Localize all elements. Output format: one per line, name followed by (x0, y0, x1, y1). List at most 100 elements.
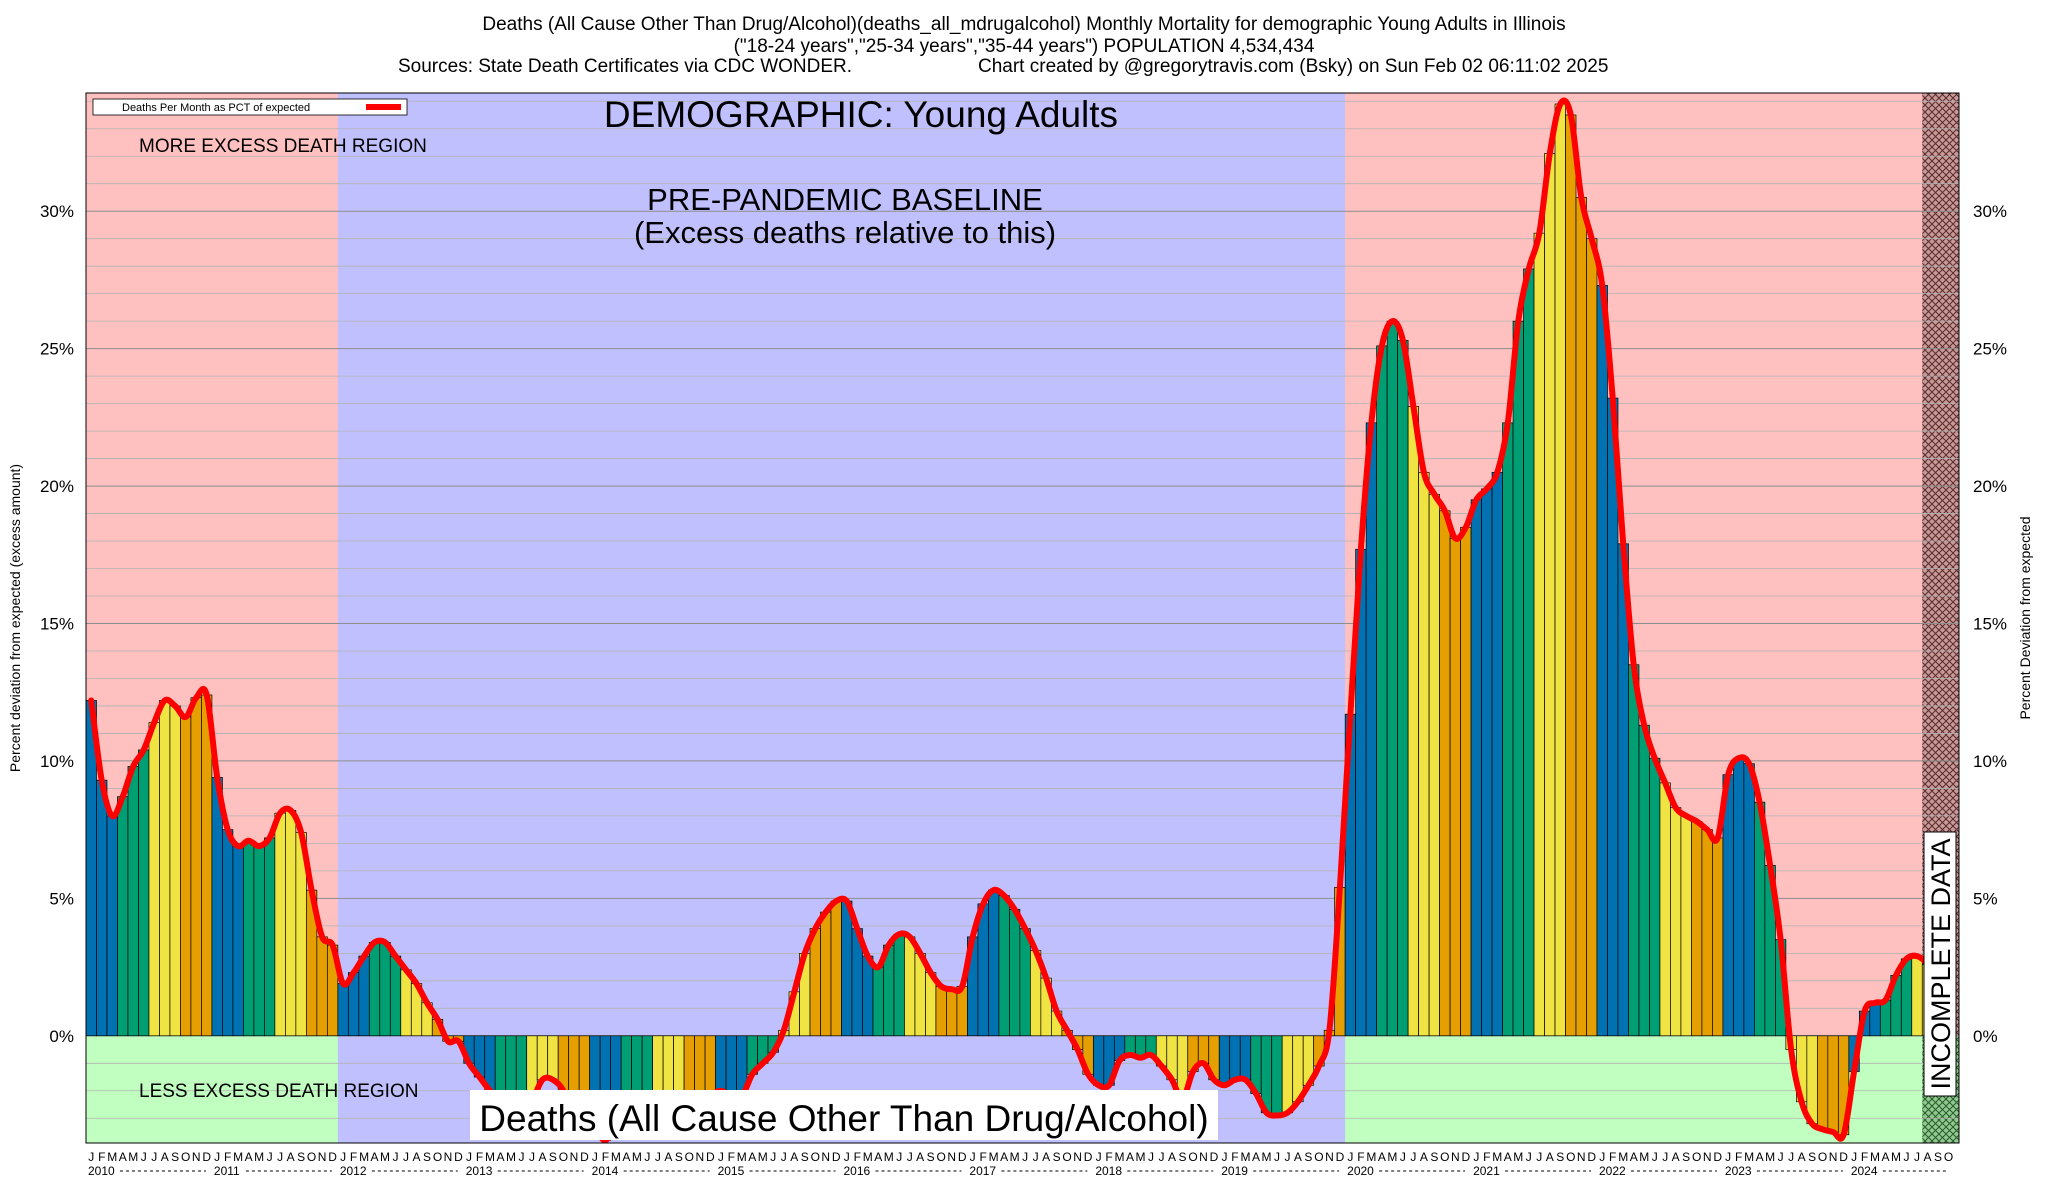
chart-bar (1554, 103, 1566, 1037)
x-tick-month: N (1073, 1150, 1082, 1164)
x-tick-month: A (496, 1150, 504, 1164)
chart-bar (1565, 114, 1577, 1037)
chart-bar (1439, 510, 1451, 1037)
x-tick-month: F (1483, 1150, 1490, 1164)
x-tick-month: F (1105, 1150, 1112, 1164)
x-tick-month: J (267, 1150, 273, 1164)
chart-bar (1712, 837, 1724, 1037)
x-tick-month: A (1756, 1150, 1764, 1164)
x-tick-month: D (1336, 1150, 1345, 1164)
big-label-box (470, 1090, 1218, 1140)
x-tick-month: J (1725, 1150, 1731, 1164)
x-tick-month: F (1861, 1150, 1868, 1164)
y-axis-title-right: Percent Deviation from expected (2017, 516, 2033, 719)
chart-bar (243, 840, 255, 1037)
x-tick-month: F (728, 1150, 735, 1164)
incomplete-label-box (1923, 831, 1957, 1097)
x-tick-month: A (790, 1150, 798, 1164)
chart-bar (368, 941, 381, 1037)
x-tick-month: A (1420, 1150, 1428, 1164)
x-tick-month: M (1492, 1150, 1502, 1164)
x-tick-month: D (580, 1150, 589, 1164)
x-tick-month: D (1210, 1150, 1219, 1164)
x-tick-month: A (874, 1150, 882, 1164)
x-tick-month: A (1294, 1150, 1302, 1164)
x-tick-month: J (1788, 1150, 1794, 1164)
x-tick-month: A (1000, 1150, 1008, 1164)
x-tick-month: O (433, 1150, 442, 1164)
chart-bar (1491, 471, 1503, 1037)
x-tick-month: S (1430, 1150, 1438, 1164)
x-tick-month: D (328, 1150, 337, 1164)
x-tick-month: J (393, 1150, 399, 1164)
x-tick-month: M (1618, 1150, 1628, 1164)
x-tick-month: O (1062, 1150, 1071, 1164)
x-tick-month: J (1347, 1150, 1353, 1164)
chart-bar (389, 955, 402, 1037)
chart-bar (820, 911, 832, 1037)
chart-bar (841, 900, 853, 1037)
chart-bar (274, 812, 286, 1037)
x-tick-month: S (927, 1150, 935, 1164)
chart-bar (1900, 958, 1913, 1037)
x-tick-month: M (128, 1150, 138, 1164)
x-tick-month: M (485, 1150, 495, 1164)
x-tick-month: N (1451, 1150, 1460, 1164)
x-tick-month: J (529, 1150, 535, 1164)
x-tick-month: O (181, 1150, 190, 1164)
x-tick-year: 2020 (1347, 1164, 1374, 1178)
x-tick-month: A (161, 1150, 169, 1164)
chart-bar (1911, 955, 1923, 1037)
x-tick-month: S (1682, 1150, 1690, 1164)
x-tick-month: J (781, 1150, 787, 1164)
x-tick-month: J (1284, 1150, 1290, 1164)
x-tick-year: 2017 (969, 1164, 996, 1178)
x-tick-month: J (907, 1150, 913, 1164)
chart-bar (169, 705, 181, 1037)
chart-bar (1806, 1035, 1818, 1125)
x-tick-month: M (1639, 1150, 1649, 1164)
x-tick-year: 2019 (1221, 1164, 1248, 1178)
chart-bar (1271, 1035, 1283, 1116)
chart-bar (1879, 999, 1892, 1037)
x-tick-month: S (801, 1150, 809, 1164)
chart-bar (1607, 397, 1619, 1037)
x-tick-month: N (1829, 1150, 1838, 1164)
x-tick-month: J (844, 1150, 850, 1164)
x-tick-month: M (1240, 1150, 1250, 1164)
chart-bar (1827, 1035, 1839, 1133)
chart-bar (1281, 1035, 1294, 1114)
x-tick-year: 2023 (1725, 1164, 1752, 1178)
x-tick-month: J (466, 1150, 472, 1164)
x-tick-month: F (1609, 1150, 1616, 1164)
chart-bar (862, 955, 874, 1037)
x-tick-month: O (1944, 1150, 1953, 1164)
y-tick-label-right: 15% (1973, 614, 2007, 633)
x-tick-month: M (1513, 1150, 1523, 1164)
chart-bar (138, 749, 150, 1037)
x-tick-month: A (1252, 1150, 1260, 1164)
x-tick-month: D (1713, 1150, 1722, 1164)
x-tick-month: M (1765, 1150, 1775, 1164)
x-tick-month: A (1924, 1150, 1932, 1164)
chart-bar (704, 1035, 716, 1097)
y-tick-label-right: 5% (1973, 889, 1998, 908)
series-line (88, 97, 1952, 1143)
x-tick-month: M (989, 1150, 999, 1164)
chart-bar (1397, 340, 1409, 1037)
x-tick-month: N (947, 1150, 956, 1164)
chart-bar (264, 837, 276, 1037)
chart-bar (211, 777, 223, 1037)
x-tick-month: F (854, 1150, 861, 1164)
chart-bar (1659, 782, 1671, 1037)
x-tick-month: A (1798, 1150, 1806, 1164)
x-tick-month: S (549, 1150, 557, 1164)
x-tick-month: S (1179, 1150, 1187, 1164)
x-tick-month: A (1882, 1150, 1890, 1164)
x-tick-month: J (1096, 1150, 1102, 1164)
more-excess-label: MORE EXCESS DEATH REGION (139, 136, 427, 157)
x-tick-month: F (602, 1150, 609, 1164)
x-tick-month: O (811, 1150, 820, 1164)
chart-bar (159, 700, 171, 1037)
